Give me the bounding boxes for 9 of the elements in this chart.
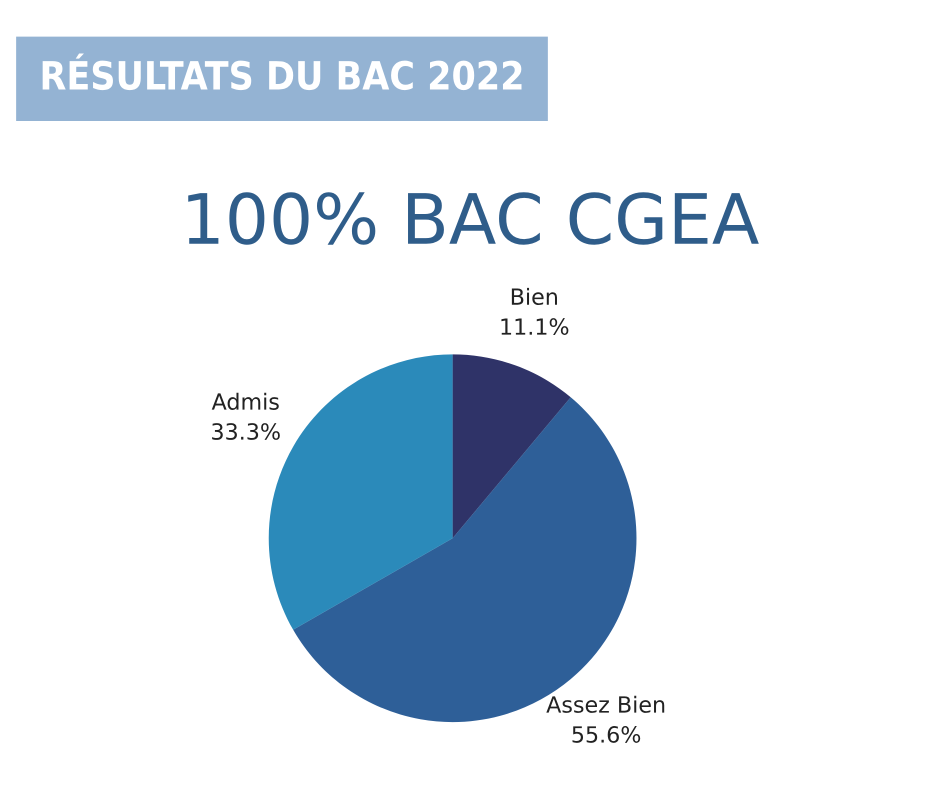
slice-label: Admis <box>212 392 279 410</box>
pie-slice <box>452 354 571 538</box>
data-label: 55.6% <box>572 726 640 743</box>
chart-title: RÉSULTATS DU BAC 2022 <box>42 54 522 90</box>
data-label: 11.1% <box>501 318 568 335</box>
data-label: 33.3% <box>212 423 280 440</box>
chart-subtitle: 100% BAC CGEA <box>188 192 759 245</box>
slice-label: Assez Bien <box>546 696 664 713</box>
slice-label: Bien <box>512 288 557 306</box>
